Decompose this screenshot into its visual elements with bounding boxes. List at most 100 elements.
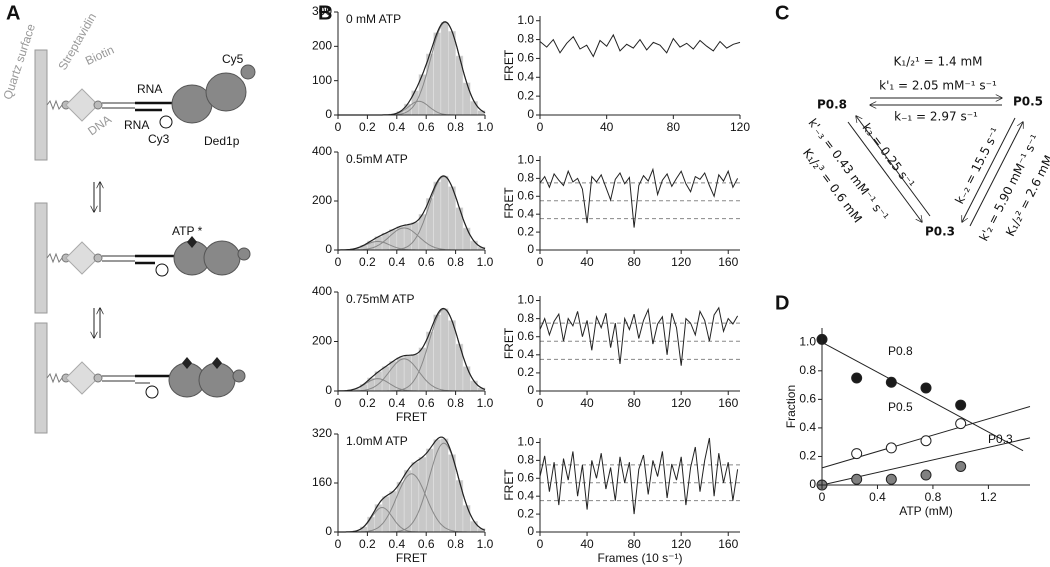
histogram-bar: [440, 175, 449, 251]
x-tick-label: 0: [537, 120, 544, 134]
y-axis-label: Fraction: [784, 385, 798, 428]
y-tick-label: 0.4: [517, 206, 534, 220]
y-tick-label: 0.8: [799, 363, 816, 377]
x-tick-label: 1.0: [477, 537, 494, 551]
x-tick-label: 0: [537, 255, 544, 269]
histogram-bar: [470, 101, 478, 116]
histogram-bar: [448, 454, 456, 533]
histogram-bar: [411, 461, 420, 533]
fret-trace: [539, 437, 739, 515]
data-point: [955, 460, 967, 472]
histogram-bar: [418, 213, 427, 251]
x-tick-label: 0.4: [388, 537, 405, 551]
x-tick-label: 40: [600, 120, 614, 134]
data-point: [885, 376, 897, 388]
panel-annotation: 1.0mM ATP: [346, 434, 408, 448]
x-tick-label: 0: [335, 255, 342, 269]
y-tick-label: 200: [312, 193, 332, 207]
histogram-bar: [462, 366, 471, 392]
y-tick-label: 0.6: [517, 51, 534, 65]
y-tick-label: 0: [527, 524, 534, 538]
y-tick-label: 0.8: [517, 32, 534, 46]
panel-label: B: [318, 2, 332, 24]
x-axis-label: FRET: [396, 410, 428, 424]
y-tick-label: 0.2: [517, 88, 534, 102]
fret-trace: [539, 33, 741, 58]
x-axis-label: ATP (mM): [899, 504, 953, 518]
data-point: [851, 448, 863, 460]
diagram-label: Cy3: [148, 132, 170, 146]
x-tick-label: 1.2: [980, 490, 997, 504]
histogram-bar: [425, 448, 434, 533]
histogram-bar: [462, 227, 471, 251]
x-tick-label: 160: [718, 537, 738, 551]
x-tick-label: 0.8: [447, 120, 464, 134]
y-tick-label: 0: [325, 107, 332, 121]
state-label: P0.8: [817, 98, 847, 112]
panel-label: C: [775, 2, 789, 24]
y-tick-label: 0: [325, 383, 332, 397]
x-tick-label: 0.2: [359, 537, 376, 551]
x-tick-label: 0: [537, 537, 544, 551]
x-tick-label: 0.6: [418, 537, 435, 551]
y-tick-label: 0.2: [517, 224, 534, 238]
x-tick-label: 120: [671, 396, 691, 410]
fit-sum-curve: [338, 436, 486, 533]
y-tick-label: 0: [325, 524, 332, 538]
panel-annotation: 0.5mM ATP: [346, 152, 408, 166]
y-tick-label: 200: [312, 39, 332, 53]
data-point: [955, 399, 967, 411]
series-label: P0.5: [888, 400, 913, 414]
y-tick-label: 1.0: [517, 13, 534, 27]
histogram-bar: [477, 110, 486, 116]
series-label: P0.3: [988, 432, 1013, 446]
fit-line: [821, 341, 1024, 452]
histogram-bar: [448, 30, 456, 116]
histogram-bar: [470, 240, 478, 251]
x-tick-label: 0.8: [447, 396, 464, 410]
axis-line: [539, 156, 740, 251]
y-tick-label: 0.8: [517, 171, 534, 185]
y-tick-label: 0: [527, 242, 534, 256]
y-tick-label: 0.6: [517, 470, 534, 484]
x-tick-label: 1.0: [477, 396, 494, 410]
y-tick-label: 0.6: [799, 392, 816, 406]
panel-label: A: [6, 2, 20, 24]
x-tick-label: 0.6: [418, 255, 435, 269]
data-point: [920, 435, 932, 447]
diagram-label: Quartz surface: [0, 22, 38, 101]
construct-3: [33, 321, 246, 435]
histogram-bar: [462, 82, 471, 116]
series-label: P0.8: [888, 344, 913, 358]
y-tick-label: 1.0: [517, 435, 534, 449]
x-tick-label: 0.4: [388, 120, 405, 134]
y-tick-label: 0.4: [517, 347, 534, 361]
x-axis-label: Frames (10 s⁻¹): [597, 551, 682, 565]
x-tick-label: 160: [718, 255, 738, 269]
x-tick-label: 0: [335, 120, 342, 134]
y-tick-label: 400: [312, 144, 332, 158]
diagram-label: Cy5: [222, 52, 244, 66]
construct-2: [33, 201, 251, 315]
state-label: P0.5: [1013, 95, 1043, 109]
y-tick-label: 1.0: [517, 293, 534, 307]
x-tick-label: 40: [580, 255, 594, 269]
histogram-bar: [433, 181, 442, 251]
x-tick-label: 160: [718, 396, 738, 410]
x-tick-label: 80: [627, 537, 641, 551]
y-tick-label: 1.0: [517, 153, 534, 167]
x-tick-label: 80: [667, 120, 681, 134]
histogram-bar: [433, 439, 442, 533]
diagram-label: RNA: [137, 82, 162, 96]
x-tick-label: 0.2: [359, 120, 376, 134]
fret-trace: [539, 306, 739, 366]
y-tick-label: 200: [312, 334, 332, 348]
histogram-bar: [462, 505, 471, 533]
x-tick-label: 0: [335, 537, 342, 551]
diagram-label: RNA: [124, 118, 149, 132]
axis-line: [539, 296, 740, 392]
x-tick-label: 0.4: [869, 490, 886, 504]
diagram-label: Biotin: [83, 43, 116, 68]
y-tick-label: 320: [312, 426, 332, 440]
x-tick-label: 0: [819, 490, 826, 504]
